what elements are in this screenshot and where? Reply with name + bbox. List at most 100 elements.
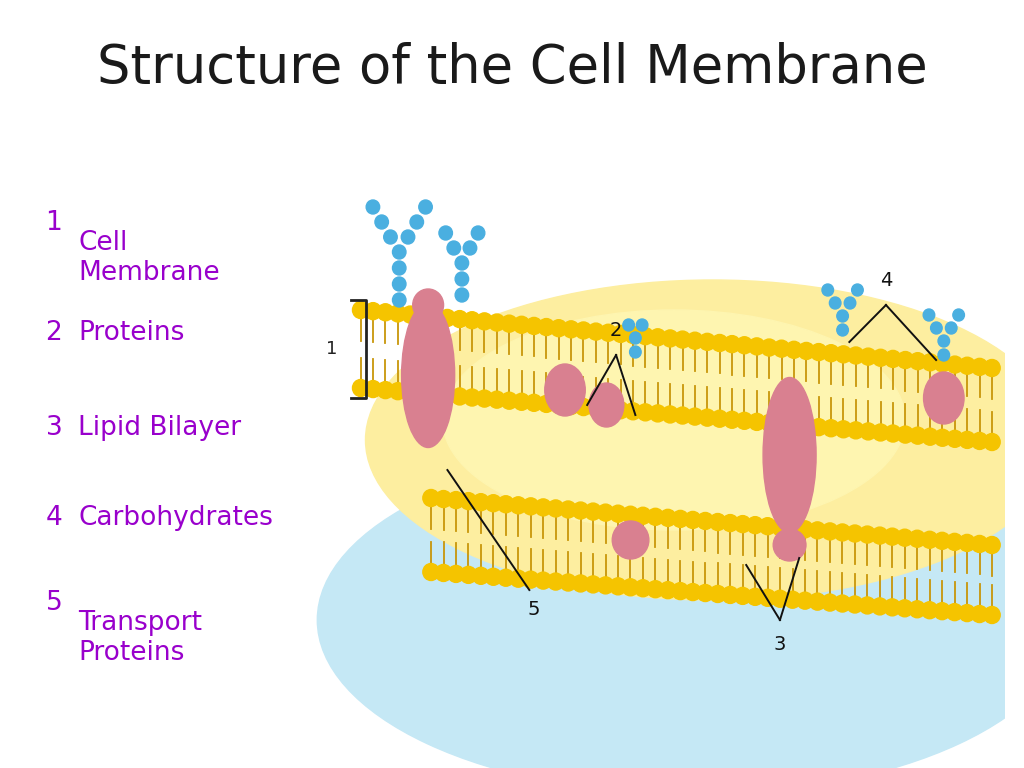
Circle shape: [685, 511, 701, 528]
Circle shape: [984, 607, 1000, 624]
Circle shape: [423, 564, 439, 581]
Circle shape: [984, 537, 1000, 554]
Circle shape: [746, 517, 763, 534]
Circle shape: [464, 312, 480, 329]
Circle shape: [924, 309, 935, 321]
Circle shape: [510, 497, 526, 514]
Circle shape: [585, 576, 601, 593]
Circle shape: [455, 288, 469, 302]
Circle shape: [811, 343, 827, 361]
Circle shape: [439, 387, 456, 404]
Circle shape: [922, 531, 938, 548]
Circle shape: [501, 392, 517, 409]
Circle shape: [859, 526, 876, 543]
Circle shape: [572, 502, 589, 519]
Circle shape: [435, 491, 452, 508]
Circle shape: [722, 587, 738, 604]
Circle shape: [972, 605, 988, 623]
Ellipse shape: [545, 364, 586, 416]
Circle shape: [612, 326, 629, 343]
Circle shape: [772, 591, 788, 607]
Circle shape: [909, 601, 926, 617]
Circle shape: [402, 306, 419, 323]
Circle shape: [501, 315, 517, 332]
Circle shape: [860, 348, 877, 365]
Circle shape: [953, 309, 965, 321]
Circle shape: [922, 601, 938, 619]
Circle shape: [560, 574, 577, 591]
Circle shape: [959, 432, 976, 449]
Circle shape: [938, 335, 949, 347]
Circle shape: [551, 396, 567, 413]
Circle shape: [415, 385, 431, 402]
Circle shape: [687, 333, 703, 349]
Circle shape: [697, 584, 714, 601]
Circle shape: [625, 326, 641, 343]
Circle shape: [984, 433, 1000, 451]
Circle shape: [585, 503, 601, 520]
Circle shape: [635, 580, 651, 597]
Circle shape: [972, 359, 988, 376]
Circle shape: [464, 389, 480, 406]
Text: 2: 2: [45, 320, 62, 346]
Circle shape: [535, 499, 551, 516]
Circle shape: [687, 408, 703, 425]
Circle shape: [749, 413, 765, 430]
Circle shape: [785, 341, 802, 359]
Text: 5: 5: [528, 600, 541, 619]
Circle shape: [365, 303, 381, 319]
Circle shape: [548, 573, 564, 590]
Circle shape: [473, 494, 489, 511]
Circle shape: [784, 591, 801, 608]
Circle shape: [734, 515, 751, 533]
Circle shape: [623, 319, 635, 331]
Text: Structure of the Cell Membrane: Structure of the Cell Membrane: [96, 42, 928, 94]
Circle shape: [452, 310, 468, 328]
Circle shape: [649, 405, 666, 422]
Circle shape: [600, 324, 616, 341]
Circle shape: [672, 583, 688, 600]
Circle shape: [588, 323, 604, 340]
Text: Lipid Bilayer: Lipid Bilayer: [78, 415, 242, 441]
Circle shape: [415, 307, 431, 324]
Circle shape: [473, 568, 489, 584]
Circle shape: [423, 489, 439, 507]
Circle shape: [884, 599, 900, 616]
Circle shape: [597, 577, 613, 594]
Circle shape: [630, 346, 641, 358]
Text: 5: 5: [45, 590, 62, 616]
Circle shape: [972, 535, 988, 552]
Circle shape: [447, 565, 464, 582]
Ellipse shape: [401, 303, 455, 448]
Circle shape: [560, 501, 577, 518]
Circle shape: [972, 432, 988, 449]
Circle shape: [498, 569, 514, 586]
Circle shape: [447, 492, 464, 508]
Circle shape: [736, 412, 753, 429]
Text: 3: 3: [774, 635, 786, 654]
Circle shape: [885, 350, 901, 367]
Ellipse shape: [589, 383, 624, 427]
Circle shape: [476, 390, 493, 407]
Circle shape: [798, 343, 814, 359]
Circle shape: [597, 504, 613, 521]
Circle shape: [522, 498, 539, 515]
Circle shape: [410, 215, 424, 229]
Circle shape: [572, 575, 589, 592]
Circle shape: [488, 314, 505, 331]
Circle shape: [844, 297, 856, 309]
Circle shape: [377, 304, 393, 321]
Circle shape: [785, 416, 802, 434]
Circle shape: [352, 302, 369, 319]
Circle shape: [809, 522, 825, 539]
Circle shape: [485, 495, 502, 511]
Circle shape: [630, 332, 641, 344]
Circle shape: [821, 523, 838, 540]
Text: 1: 1: [326, 340, 338, 358]
Circle shape: [377, 382, 393, 399]
Circle shape: [749, 338, 765, 355]
Circle shape: [389, 382, 406, 399]
Text: Proteins: Proteins: [78, 320, 184, 346]
Circle shape: [623, 579, 639, 596]
Circle shape: [852, 284, 863, 296]
